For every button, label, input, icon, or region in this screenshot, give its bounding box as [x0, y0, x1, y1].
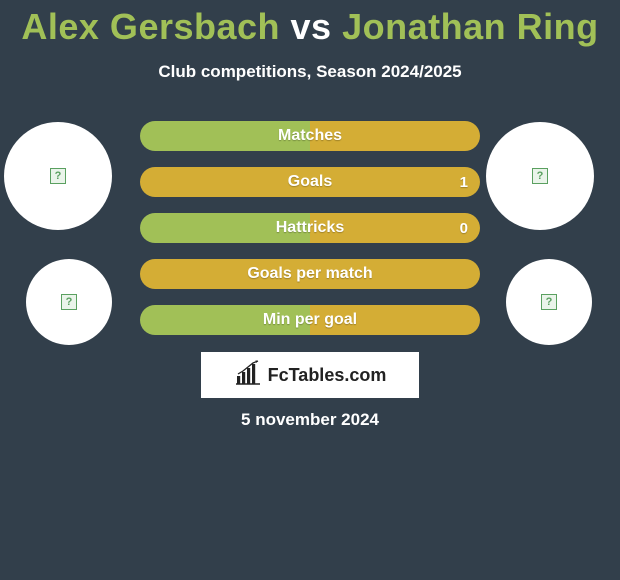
player1-name: Alex Gersbach — [21, 6, 280, 47]
placeholder-image-icon: ? — [541, 294, 557, 310]
vs-word: vs — [291, 6, 332, 47]
logo-chart-icon — [234, 360, 262, 391]
date-label: 5 november 2024 — [0, 410, 620, 430]
bar-right-value: 1 — [460, 167, 468, 197]
bar-label: Min per goal — [140, 305, 480, 335]
placeholder-image-icon: ? — [532, 168, 548, 184]
stat-row: Min per goal — [140, 305, 480, 335]
stat-row: Hattricks0 — [140, 213, 480, 243]
placeholder-image-icon: ? — [61, 294, 77, 310]
bar-label: Goals — [140, 167, 480, 197]
stat-row: Goals1 — [140, 167, 480, 197]
bar-right-value: 0 — [460, 213, 468, 243]
stat-row: Matches — [140, 121, 480, 151]
bar-label: Hattricks — [140, 213, 480, 243]
stat-bars: Matches Goals1 Hattricks0 Goals per match Mi… — [140, 121, 480, 351]
avatar-p1_large: ? — [4, 122, 112, 230]
bar-label: Goals per match — [140, 259, 480, 289]
comparison-stage: ???? Matches Goals1 Hattricks0 Goals per ma… — [0, 112, 620, 472]
avatar-p1_small: ? — [26, 259, 112, 345]
bar-label: Matches — [140, 121, 480, 151]
stat-row: Goals per match — [140, 259, 480, 289]
logo-text: FcTables.com — [268, 365, 387, 386]
subtitle: Club competitions, Season 2024/2025 — [0, 62, 620, 82]
player2-name: Jonathan Ring — [342, 6, 599, 47]
logo-box: FcTables.com — [201, 352, 419, 398]
avatar-p2_small: ? — [506, 259, 592, 345]
page-title: Alex Gersbach vs Jonathan Ring — [0, 0, 620, 48]
placeholder-image-icon: ? — [50, 168, 66, 184]
avatar-p2_large: ? — [486, 122, 594, 230]
